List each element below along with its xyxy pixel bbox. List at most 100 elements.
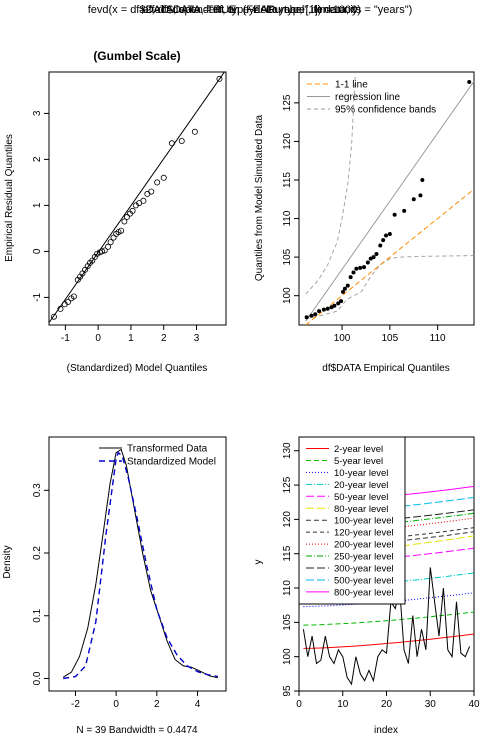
legend-label: 1-1 line — [335, 80, 368, 91]
legend-label: 2-year level — [334, 444, 383, 455]
qq-point — [191, 128, 198, 135]
density-y-tick-label: 0.0 — [32, 671, 43, 685]
qq-point — [105, 243, 112, 250]
return-level-x-axis-label: index — [374, 725, 398, 736]
qq-y-tick-label: 0 — [32, 248, 43, 254]
legend-label: 100-year level — [334, 516, 394, 527]
qq-point — [140, 197, 147, 204]
qq-point — [178, 137, 185, 144]
observed-data-line — [302, 567, 471, 686]
legend-label: regression line — [335, 92, 400, 103]
density-plot-frame — [48, 436, 227, 692]
qq-y-tick-label: 2 — [32, 156, 43, 162]
return-level-curve — [303, 611, 474, 626]
return-level-y-tick-label: 130 — [282, 442, 293, 459]
return-level-x-tick-label: 30 — [425, 699, 437, 710]
return-level-y-tick-label: 95 — [282, 685, 293, 697]
simulated-quantile-x-tick-label: 105 — [382, 333, 399, 344]
simulated-quantile-point — [371, 255, 376, 260]
return-level-y-tick-label: 105 — [282, 614, 293, 631]
qq-x-tick-label: 0 — [95, 333, 101, 344]
simulated-quantile-y-tick-label: 125 — [282, 94, 293, 111]
legend-label: Transformed Data — [127, 444, 208, 455]
figure-title-line-1: fevd(x = df$DATA, data = df, type = "Gum… — [87, 4, 413, 16]
figure-title-line-3: effect dependent on (FEAR year, [1]) dat… — [142, 4, 358, 16]
figure-title-line-2: =2, df$DATA, TRUE, , ydelta, type, iter=… — [139, 4, 361, 16]
simulated-quantile-point — [339, 299, 344, 304]
simulated-quantile-point — [374, 252, 379, 257]
qq-plot-area — [49, 72, 226, 323]
density-x-tick-label: 0 — [113, 699, 119, 710]
qq-point — [160, 174, 167, 181]
density-plot-panel: N = 39 Bandwidth = 0.4474 Density -2 0 2 4 0… — [2, 436, 227, 736]
qq-x-tick-label: 1 — [128, 333, 134, 344]
legend-label: 20-year level — [334, 480, 388, 491]
qq-y-tick-label: 1 — [32, 202, 43, 208]
simulated-quantile-point — [384, 233, 389, 238]
return-level-panel: index y 0 10 20 30 40 95 100 105 110 115 120 125 130… — [253, 436, 480, 736]
simulated-quantile-y-tick-label: 105 — [282, 248, 293, 265]
qq-point — [107, 239, 114, 246]
density-y-axis-label: Density — [2, 545, 13, 578]
legend-label: 10-year level — [334, 468, 388, 479]
confidence-band-lower — [305, 255, 474, 320]
density-x-tick-label: 4 — [195, 699, 201, 710]
simulated-quantile-point — [378, 243, 383, 248]
one-to-one-line — [305, 188, 474, 325]
legend-label: 250-year level — [334, 552, 394, 563]
simulated-quantile-point — [317, 309, 322, 314]
simulated-quantile-point — [348, 275, 353, 280]
return-level-x-tick-label: 10 — [337, 699, 349, 710]
density-x-tick-label: 2 — [154, 699, 160, 710]
simulated-quantile-point — [321, 307, 326, 312]
simulated-quantile-point — [304, 315, 309, 320]
qq-x-tick-label: 2 — [161, 333, 167, 344]
simulated-quantile-point — [345, 283, 350, 288]
simulated-quantile-point — [467, 80, 472, 85]
qq-plot-title: (Gumbel Scale) — [93, 49, 180, 63]
legend-label: 80-year level — [334, 504, 388, 515]
qq-x-tick-label: -1 — [61, 333, 70, 344]
qq-point — [118, 227, 125, 234]
legend-label: 800-year level — [334, 587, 394, 598]
qq-point — [121, 218, 128, 225]
qq-plot-x-axis-label: (Standardized) Model Quantiles — [67, 363, 208, 374]
qq-point — [65, 298, 72, 305]
return-level-y-tick-label: 115 — [282, 545, 293, 561]
simulated-quantile-point — [351, 270, 356, 275]
qq-point — [129, 207, 136, 214]
qq-point — [148, 188, 155, 195]
legend-label: Standardized Model — [127, 457, 216, 468]
qq-point — [57, 305, 64, 312]
simulated-quantile-y-tick-label: 100 — [282, 287, 293, 304]
simulated-quantile-point — [387, 231, 392, 236]
simulated-quantile-y-tick-label: 110 — [282, 210, 293, 226]
simulated-quantile-point — [325, 306, 330, 311]
simulated-quantile-x-axis-label: df$DATA Empirical Quantiles — [322, 363, 449, 374]
simulated-quantile-point — [420, 177, 425, 182]
simulated-quantile-point — [336, 301, 341, 306]
simulated-quantile-y-tick-label: 120 — [282, 133, 293, 150]
simulated-quantile-point — [309, 313, 314, 318]
density-y-tick-label: 0.2 — [32, 546, 43, 560]
legend-label: 95% confidence bands — [335, 105, 436, 116]
return-level-y-tick-label: 125 — [282, 476, 293, 493]
simulated-quantile-panel: df$DATA Empirical Quantiles Quantiles fr… — [254, 71, 475, 374]
qq-point — [99, 248, 106, 255]
qq-point — [144, 190, 151, 197]
legend-label: 200-year level — [334, 540, 394, 551]
return-level-y-tick-label: 110 — [282, 580, 293, 596]
simulated-quantile-point — [365, 260, 370, 265]
qq-plot-y-axis-label: Empirical Residual Quantiles — [4, 134, 15, 262]
standardized-model-curve — [63, 451, 219, 680]
simulated-quantile-y-axis-label: Quantiles from Model Simulated Data — [254, 114, 265, 281]
simulated-quantile-point — [381, 238, 386, 243]
legend-label: 5-year level — [334, 456, 383, 467]
density-y-tick-label: 0.3 — [32, 483, 43, 497]
simulated-quantile-point — [354, 266, 359, 271]
qq-point — [154, 179, 161, 186]
density-x-axis-label: N = 39 Bandwidth = 0.4474 — [76, 725, 198, 736]
density-legend: Transformed Data Standardized Model — [99, 444, 216, 468]
